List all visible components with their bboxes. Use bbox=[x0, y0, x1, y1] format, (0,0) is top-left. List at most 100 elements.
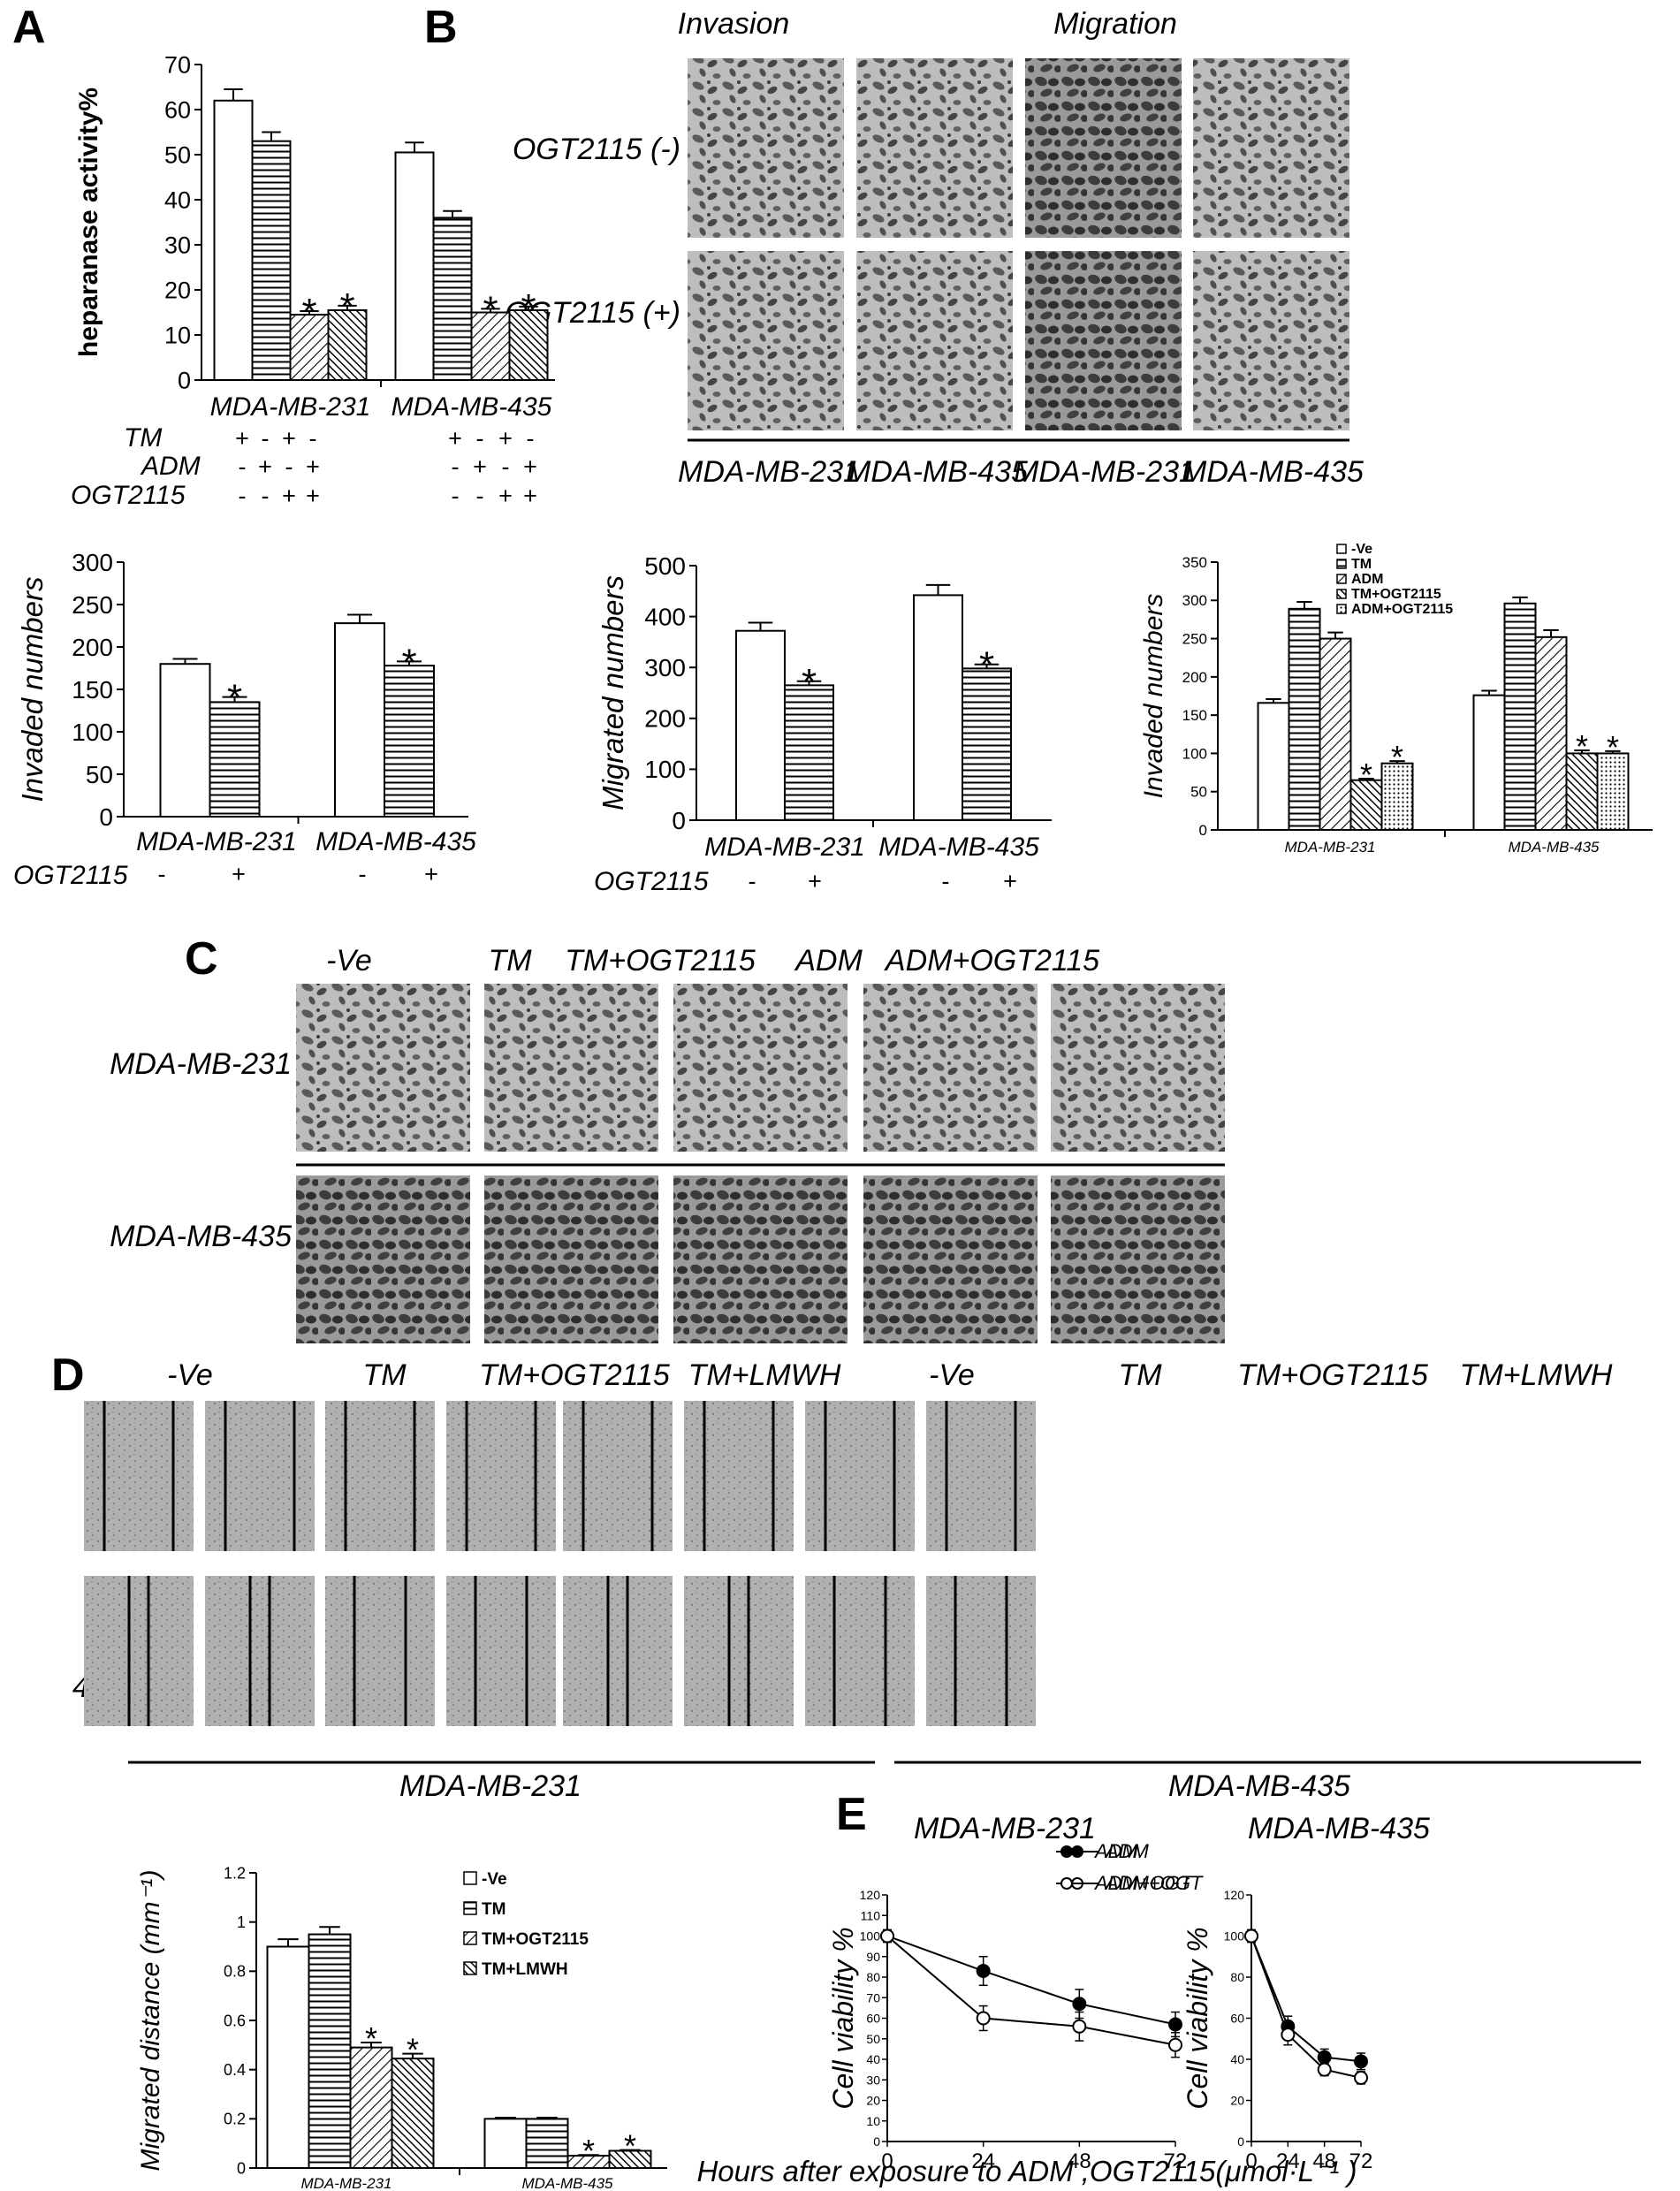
significance-star: * bbox=[802, 661, 817, 704]
y-tick-label: 10 bbox=[866, 2114, 880, 2128]
panel-c-row-label: MDA-MB-231 bbox=[110, 1047, 292, 1081]
treatment-sign: - bbox=[285, 453, 293, 480]
panel-b-cell-label: MDA-MB-231 bbox=[678, 455, 860, 489]
y-tick-label: 250 bbox=[1182, 631, 1207, 648]
panel-label-b: B bbox=[424, 2, 458, 53]
significance-star: * bbox=[1360, 757, 1372, 793]
line-chart-e435: 0 20 40 60 80 100 120 0 24 48 72 Cell viability % MD… bbox=[1056, 1812, 1430, 2173]
ogt-sign: - bbox=[158, 861, 166, 887]
y-tick-label: 150 bbox=[1182, 707, 1207, 724]
y-axis-label: heparanase activity% bbox=[74, 87, 103, 357]
bar bbox=[1565, 752, 1599, 832]
y-axis-label: Migrated distance (mm⁻¹) bbox=[136, 1870, 165, 2172]
micrograph bbox=[673, 984, 848, 1152]
treatment-sign: + bbox=[498, 425, 513, 452]
bar bbox=[213, 99, 254, 382]
bar-chart-bmig: 0 100 200 300 400 500 Migrated numbers * MDA-MB-… bbox=[597, 552, 1052, 862]
y-tick-label: 0.2 bbox=[224, 2111, 246, 2128]
data-point bbox=[880, 1929, 894, 1944]
significance-star: * bbox=[624, 2128, 636, 2164]
y-tick-label: 300 bbox=[72, 549, 113, 576]
y-tick-label: 1.2 bbox=[224, 1864, 246, 1882]
bar bbox=[1596, 752, 1630, 832]
significance-star: * bbox=[521, 286, 536, 330]
bar bbox=[1534, 635, 1568, 832]
panel-label-e: E bbox=[836, 1789, 867, 1840]
y-tick-label: 500 bbox=[644, 552, 686, 580]
line-chart-e231: 0 10 20 30 40 50 60 70 80 90 100 110 120 0 24 48 72 Cell … bbox=[696, 1812, 1357, 2187]
bar bbox=[159, 663, 211, 818]
series-line bbox=[886, 1935, 1176, 2046]
y-tick-label: 350 bbox=[1182, 554, 1207, 571]
data-point bbox=[1281, 2027, 1296, 2043]
x-category-label: MDA-MB-435 bbox=[391, 392, 552, 422]
treatment-sign: - bbox=[239, 453, 247, 480]
bar bbox=[432, 217, 473, 381]
bar bbox=[308, 1933, 352, 2169]
y-tick-label: 20 bbox=[866, 2094, 880, 2108]
bar bbox=[334, 622, 385, 818]
y-tick-label: 200 bbox=[1182, 669, 1207, 686]
panel-d-col-label: -Ve bbox=[929, 1358, 975, 1392]
y-axis-label: Cell viability % bbox=[1182, 1927, 1213, 2109]
y-axis-label: Invaded numbers bbox=[16, 577, 49, 803]
x-category-label: MDA-MB-231 bbox=[136, 827, 297, 856]
bar bbox=[1349, 779, 1383, 832]
significance-star: * bbox=[979, 644, 994, 688]
x-tick-label: 24 bbox=[971, 2149, 995, 2173]
y-tick-label: 0.8 bbox=[224, 1963, 246, 1981]
x-category-label: MDA-MB-231 bbox=[704, 833, 865, 862]
panel-a-treatment-table: TM ADM OGT2115 + - + - + - + -- + - + - + - +- - + + - - + + bbox=[71, 423, 537, 510]
legend-swatch bbox=[1336, 574, 1347, 584]
y-tick-label: 80 bbox=[866, 1970, 880, 1984]
panel-b-cell-label: MDA-MB-435 bbox=[846, 455, 1028, 489]
y-tick-label: 70 bbox=[164, 51, 191, 78]
data-point bbox=[1168, 2037, 1182, 2052]
treatment-sign: - bbox=[476, 483, 484, 509]
legend-swatch bbox=[463, 1871, 477, 1885]
micrograph bbox=[1025, 58, 1182, 238]
y-tick-label: 70 bbox=[866, 1990, 880, 2005]
treatment-label-adm: ADM bbox=[140, 452, 201, 481]
treatment-sign: - bbox=[452, 483, 460, 509]
significance-star: * bbox=[227, 677, 242, 720]
ogt-sign: + bbox=[1003, 868, 1017, 894]
legend-swatch bbox=[1336, 604, 1347, 614]
panel-b-cell-label: MDA-MB-231 bbox=[1014, 455, 1196, 489]
legend-swatch bbox=[1336, 544, 1347, 554]
chart-title: MDA-MB-435 bbox=[1248, 1812, 1430, 1845]
x-tick-label: 72 bbox=[1349, 2149, 1373, 2173]
panel-d-col-label: TM bbox=[1118, 1358, 1162, 1392]
x-tick-label: 48 bbox=[1068, 2149, 1091, 2173]
micrograph bbox=[1051, 984, 1225, 1152]
data-point bbox=[1317, 2050, 1332, 2065]
treatment-sign: + bbox=[282, 483, 296, 509]
legend-label: TM bbox=[1351, 557, 1372, 572]
legend-swatch bbox=[1336, 589, 1347, 599]
micrograph bbox=[1193, 251, 1349, 430]
legend: -Ve TM TM+OGT2115 TM+LMWH bbox=[463, 1870, 589, 1979]
bar-chart-a: 0 10 20 30 40 50 60 70 heparanase activity% * * MDA… bbox=[74, 51, 555, 422]
bar bbox=[913, 594, 963, 822]
significance-star: * bbox=[401, 641, 416, 684]
micrograph bbox=[484, 984, 658, 1152]
ogt-sign: - bbox=[749, 868, 756, 894]
y-tick-label: 60 bbox=[164, 96, 191, 123]
bar-chart-binv5: 0 50 100 150 200 250 300 350 Invaded numbers * * MD… bbox=[1139, 542, 1653, 856]
x-category-label: MDA-MB-435 bbox=[878, 833, 1039, 862]
micrograph bbox=[1193, 58, 1349, 238]
legend-label: -Ve bbox=[482, 1870, 507, 1889]
panel-d-group-label: MDA-MB-435 bbox=[1168, 1769, 1350, 1803]
micrograph bbox=[296, 1175, 470, 1343]
treatment-sign: + bbox=[235, 425, 249, 452]
y-tick-label: 50 bbox=[86, 761, 113, 788]
panel-c-col-label: -Ve bbox=[326, 944, 372, 978]
data-point bbox=[1317, 2062, 1332, 2077]
y-tick-label: 200 bbox=[644, 705, 686, 733]
legend-label: TM bbox=[482, 1900, 506, 1919]
legend-label: TM+OGT2115 bbox=[482, 1930, 589, 1949]
x-tick-label: 48 bbox=[1312, 2149, 1336, 2173]
y-tick-label: 30 bbox=[866, 2073, 880, 2087]
bar bbox=[1257, 702, 1290, 832]
micrograph bbox=[856, 58, 1013, 238]
